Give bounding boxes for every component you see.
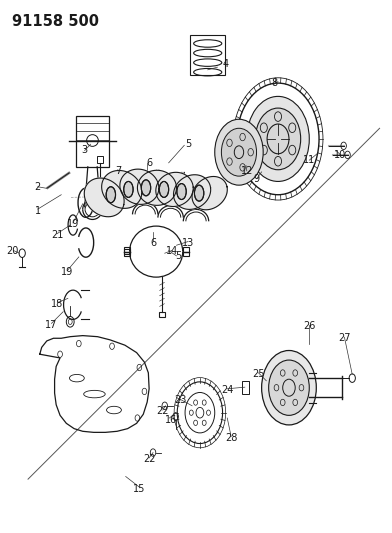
Polygon shape [174,175,211,209]
Polygon shape [102,171,142,208]
Circle shape [261,351,316,425]
Text: 24: 24 [221,385,234,395]
Text: 4: 4 [222,60,229,69]
Text: 12: 12 [241,166,253,176]
Ellipse shape [177,183,186,199]
Circle shape [269,360,309,415]
Ellipse shape [124,181,133,197]
Text: 28: 28 [225,433,237,443]
Text: 91158 500: 91158 500 [13,14,100,29]
Text: 21: 21 [51,230,64,240]
Text: 1: 1 [35,206,41,216]
Ellipse shape [106,187,116,203]
Text: 5: 5 [185,139,191,149]
Text: 22: 22 [143,454,155,464]
Circle shape [215,119,263,185]
Text: 3: 3 [82,144,88,155]
Circle shape [255,108,301,169]
Text: 2: 2 [34,182,41,192]
Circle shape [221,128,256,176]
Text: 13: 13 [182,238,194,247]
Text: 19: 19 [61,267,73,277]
Text: 20: 20 [6,246,18,255]
Text: 27: 27 [338,333,351,343]
Text: 23: 23 [174,395,187,406]
Text: 8: 8 [271,78,277,88]
Text: 19: 19 [67,219,79,229]
Text: 26: 26 [303,321,316,331]
Ellipse shape [159,181,169,197]
Circle shape [247,96,309,181]
Text: 14: 14 [167,246,179,255]
Text: 6: 6 [150,238,156,247]
Text: 22: 22 [156,406,169,416]
Text: 9: 9 [254,174,260,184]
Polygon shape [156,172,193,206]
Polygon shape [120,169,159,204]
Ellipse shape [194,185,204,201]
Polygon shape [192,176,227,210]
Polygon shape [138,170,176,205]
Circle shape [237,83,319,195]
Text: 5: 5 [175,251,181,261]
Text: 17: 17 [45,320,58,330]
Text: 16: 16 [165,415,177,425]
Text: 15: 15 [133,484,145,494]
Text: 18: 18 [51,298,64,309]
Text: 6: 6 [146,158,152,168]
Text: 11: 11 [303,155,316,165]
Text: 7: 7 [115,166,121,176]
Text: 10: 10 [334,150,347,160]
Polygon shape [84,178,124,217]
Text: 25: 25 [252,369,265,379]
Ellipse shape [141,180,151,196]
